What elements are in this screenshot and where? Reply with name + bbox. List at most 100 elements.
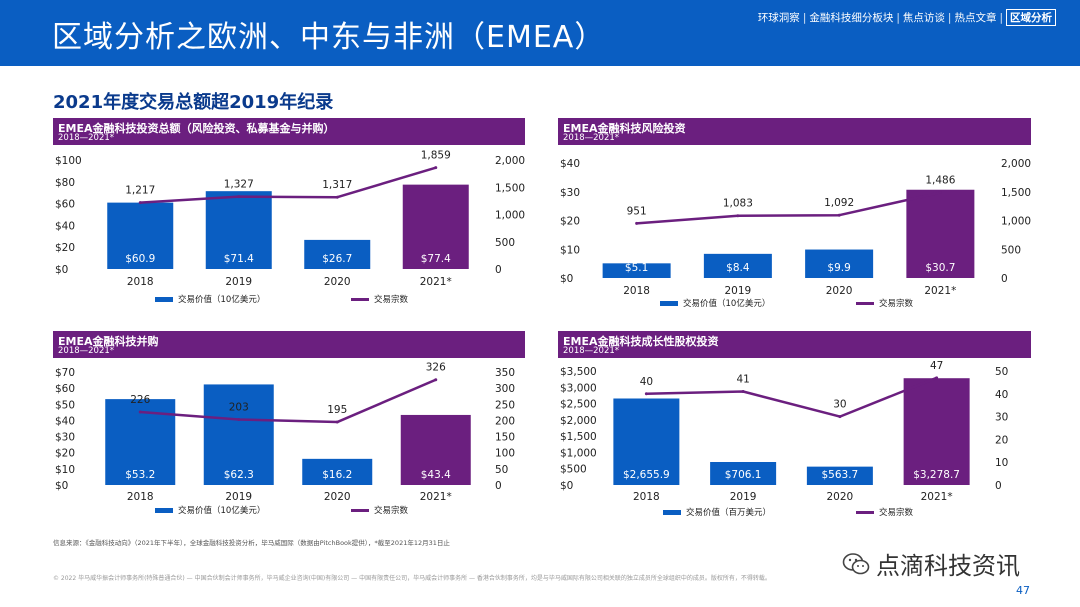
legend-label-count: 交易宗数: [374, 294, 409, 305]
left-axis-tick-label: $40: [560, 158, 580, 170]
left-axis-tick-label: $80: [55, 177, 75, 189]
line-point: [644, 392, 648, 396]
chart-title: EMEA金融科技并购: [58, 335, 159, 348]
left-axis-tick-label: $10: [55, 464, 75, 476]
line-series: [140, 378, 437, 424]
category-label: 2021*: [420, 276, 452, 288]
category-label: 2018: [623, 285, 650, 297]
line-data-label: 951: [627, 205, 647, 217]
line-point: [935, 376, 939, 380]
category-label: 2019: [730, 491, 757, 503]
category-label: 2020: [324, 276, 351, 288]
section-title: 2021年度交易总额超2019年纪录: [53, 92, 334, 113]
legend-swatch-bar: [155, 508, 173, 513]
line-point: [741, 390, 745, 394]
right-axis-tick-label: 2,000: [495, 155, 525, 167]
left-axis-tick-label: $2,000: [560, 415, 597, 427]
wechat-icon: [842, 552, 870, 574]
bar: [805, 249, 874, 278]
left-axis-tick-label: $1,000: [560, 447, 597, 459]
right-axis-tick-label: 0: [495, 480, 502, 492]
nav-separator: |: [802, 11, 807, 24]
right-axis-tick-label: 0: [995, 480, 1002, 492]
left-axis-tick-label: $100: [55, 155, 82, 167]
category-label: 2019: [225, 276, 252, 288]
watermark-text: 点滴科技资讯: [876, 552, 1020, 580]
bar: [906, 189, 975, 278]
legend-swatch-bar: [660, 301, 678, 306]
line-data-label: 30: [833, 399, 846, 411]
chart-vc: $0 $10 $20 $30 $40 0 500 1,000 1,500 2,000 $5.1 $8.…: [560, 158, 1031, 309]
line-point: [335, 420, 339, 424]
right-axis-tick-label: 200: [495, 415, 515, 427]
legend-label-count: 交易宗数: [879, 298, 914, 309]
chart-subtitle: 2018—2021*: [563, 133, 620, 143]
bar-data-label: $26.7: [322, 253, 352, 265]
right-axis-tick-label: 300: [495, 383, 515, 395]
chart-panel-growth: EMEA金融科技成长性股权投资 2018—2021* $0 $500 $1,000 $…: [558, 331, 1031, 523]
nav-item-global-insights[interactable]: 环球洞察: [757, 12, 800, 24]
line-data-label: 1,092: [824, 197, 854, 209]
header-bar: 区域分析之欧洲、中东与非洲（EMEA） 环球洞察 | 金融科技细分板块 | 焦点…: [0, 0, 1080, 66]
right-axis-tick-label: 1,000: [495, 210, 525, 222]
right-axis-tick-label: 50: [495, 464, 508, 476]
bar-data-label: $5.1: [625, 262, 648, 274]
nav-item-hot-articles[interactable]: 热点文章: [954, 12, 997, 24]
footer-source: 信息来源：《金融科技动向》（2021年下半年），全球金融科技投资分析，毕马威国际…: [53, 539, 450, 547]
nav-item-interviews[interactable]: 焦点访谈: [902, 12, 945, 24]
legend-label-value: 交易价值（10亿美元）: [178, 294, 265, 305]
nav-separator: |: [947, 11, 952, 24]
line-series: [646, 376, 938, 418]
left-axis-tick-label: $40: [55, 220, 75, 232]
bar-data-label: $706.1: [725, 469, 762, 481]
left-axis-tick-label: $0: [55, 264, 68, 276]
chart-growth: $0 $500 $1,000 $1,500 $2,000 $2,500 $3,000 $3,5…: [560, 360, 1008, 518]
left-axis-tick-label: $20: [55, 448, 75, 460]
legend-label-value: 交易价值（百万美元）: [686, 507, 771, 518]
line-data-label: 195: [327, 404, 347, 416]
left-axis-tick-label: $0: [560, 480, 573, 492]
line-series: [140, 166, 437, 204]
legend-label-value: 交易价值（10亿美元）: [178, 505, 265, 516]
left-axis-tick-label: $20: [55, 242, 75, 254]
nav-item-fintech-segments[interactable]: 金融科技细分板块: [809, 12, 894, 24]
left-axis-tick-label: $60: [55, 383, 75, 395]
legend-swatch-bar: [663, 510, 681, 515]
category-label: 2019: [725, 285, 752, 297]
page-number: 47: [1016, 584, 1030, 597]
category-label: 2021*: [924, 285, 956, 297]
bar: [304, 239, 371, 269]
chart-panel-ma: EMEA金融科技并购 2018—2021* $0 $10 $20 $30 $40 $50 $…: [53, 331, 525, 523]
right-axis-tick-label: 1,500: [1001, 187, 1031, 199]
bar: [613, 398, 680, 485]
bar-data-label: $71.4: [224, 253, 254, 265]
bar: [203, 384, 274, 485]
line-point: [138, 410, 142, 414]
left-axis-tick-label: $2,500: [560, 399, 597, 411]
category-label: 2018: [127, 276, 154, 288]
line-point: [837, 213, 841, 217]
line-data-label: 41: [736, 374, 749, 386]
line-point: [237, 195, 241, 199]
bar: [302, 458, 373, 485]
nav-item-regional-analysis[interactable]: 区域分析: [1006, 9, 1056, 26]
bar-data-label: $62.3: [224, 469, 254, 481]
category-label: 2020: [827, 491, 854, 503]
bar-data-label: $8.4: [726, 262, 750, 274]
page-title: 区域分析之欧洲、中东与非洲（EMEA）: [52, 20, 606, 55]
line-data-label: 326: [426, 362, 446, 374]
bar: [205, 191, 272, 269]
line-point: [138, 201, 142, 205]
line-point: [736, 214, 740, 218]
left-axis-tick-label: $60: [55, 199, 75, 211]
bar-data-label: $16.2: [322, 469, 352, 481]
left-axis-tick-label: $3,500: [560, 366, 597, 378]
right-axis-tick-label: 50: [995, 366, 1008, 378]
category-label: 2020: [324, 491, 351, 503]
right-axis-tick-label: 250: [495, 399, 515, 411]
right-axis-tick-label: 500: [1001, 244, 1021, 256]
legend-label-count: 交易宗数: [879, 507, 914, 518]
panel-header: EMEA金融科技并购 2018—2021*: [53, 331, 525, 358]
chart-title: EMEA金融科技风险投资: [563, 122, 686, 135]
right-axis-tick-label: 1,500: [495, 182, 525, 194]
